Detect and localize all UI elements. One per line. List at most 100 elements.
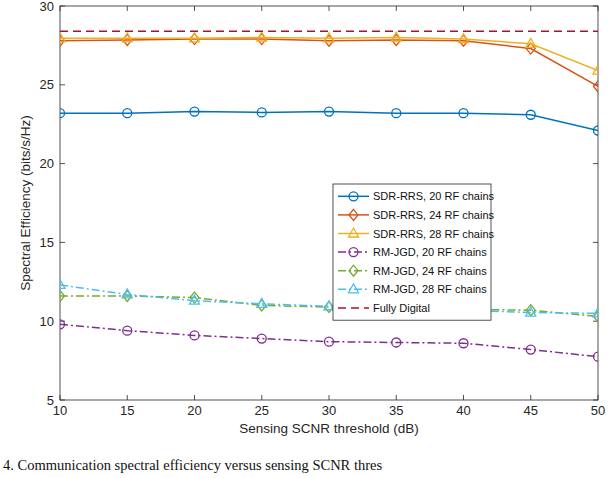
series-marker bbox=[122, 289, 132, 298]
series-marker bbox=[257, 298, 267, 307]
series-marker bbox=[60, 109, 65, 118]
y-tick-label: 25 bbox=[40, 77, 54, 92]
x-tick bbox=[127, 6, 128, 11]
series-marker bbox=[594, 126, 599, 135]
y-tick-label: 30 bbox=[40, 0, 54, 14]
x-tick bbox=[463, 395, 464, 400]
y-tick bbox=[60, 242, 65, 243]
series-marker bbox=[257, 34, 266, 45]
series-marker bbox=[325, 302, 334, 313]
x-tick bbox=[530, 6, 531, 11]
y-tick-label: 10 bbox=[40, 314, 54, 329]
x-tick bbox=[329, 6, 330, 11]
x-tick-label: 15 bbox=[120, 403, 134, 418]
x-tick bbox=[261, 6, 262, 11]
legend-marker bbox=[349, 284, 359, 293]
legend: SDR-RRS, 20 RF chains SDR-RRS, 24 RF chai… bbox=[333, 184, 495, 320]
legend-label: SDR-RRS, 24 RF chains bbox=[373, 209, 495, 221]
series-marker bbox=[391, 32, 401, 41]
legend-line bbox=[338, 289, 369, 291]
legend-line bbox=[338, 307, 369, 309]
series-marker bbox=[123, 34, 132, 45]
x-tick-label: 35 bbox=[389, 403, 403, 418]
series-marker bbox=[526, 305, 535, 316]
series-marker bbox=[190, 331, 199, 340]
series-marker bbox=[257, 108, 266, 117]
x-tick-label: 20 bbox=[187, 403, 201, 418]
series-line bbox=[60, 112, 598, 131]
y-tick-label: 15 bbox=[40, 235, 54, 250]
series-marker bbox=[60, 290, 65, 301]
legend-box bbox=[333, 184, 491, 320]
series-marker bbox=[392, 34, 401, 45]
series-line bbox=[60, 296, 598, 316]
background bbox=[0, 0, 612, 478]
legend-line bbox=[338, 214, 369, 216]
series-marker bbox=[593, 308, 598, 317]
series-marker bbox=[459, 109, 468, 118]
series-marker bbox=[257, 334, 266, 343]
y-tick bbox=[60, 84, 65, 85]
y-tick bbox=[593, 242, 598, 243]
x-tick-label: 25 bbox=[255, 403, 269, 418]
series-marker bbox=[190, 107, 199, 116]
series-marker bbox=[325, 107, 334, 116]
legend-line bbox=[338, 196, 369, 198]
series-marker bbox=[190, 34, 199, 45]
series-marker bbox=[60, 320, 65, 329]
x-tick bbox=[194, 6, 195, 11]
series-marker bbox=[459, 35, 468, 46]
series-marker bbox=[257, 32, 267, 41]
series-marker bbox=[324, 301, 334, 310]
x-tick bbox=[530, 395, 531, 400]
x-tick bbox=[396, 395, 397, 400]
x-tick-label: 10 bbox=[53, 403, 67, 418]
x-tick-label: 40 bbox=[456, 403, 470, 418]
legend-marker bbox=[349, 265, 358, 276]
series-marker bbox=[392, 109, 401, 118]
series-marker bbox=[324, 33, 334, 42]
plot-frame bbox=[60, 6, 598, 400]
series-marker bbox=[123, 326, 132, 335]
series-marker bbox=[190, 295, 200, 304]
series-marker bbox=[594, 81, 599, 92]
x-tick bbox=[463, 6, 464, 11]
legend-line bbox=[338, 270, 369, 272]
series-marker bbox=[123, 109, 132, 118]
series-marker bbox=[60, 279, 65, 288]
series-marker bbox=[190, 33, 200, 42]
plot-area bbox=[60, 31, 598, 361]
series-line bbox=[60, 285, 598, 313]
y-axis-label: Spectral Efficiency (bits/s/Hz) bbox=[18, 115, 33, 290]
series-marker bbox=[459, 34, 469, 43]
x-tick bbox=[396, 6, 397, 11]
series-marker bbox=[60, 33, 65, 42]
series-marker bbox=[593, 65, 598, 74]
x-tick bbox=[127, 395, 128, 400]
chart: 10152025303540455051015202530Sensing SCN… bbox=[0, 0, 612, 478]
x-tick bbox=[329, 395, 330, 400]
series-marker bbox=[325, 35, 334, 46]
legend-line bbox=[338, 251, 369, 253]
caption: 4. Communication spectral efficiency ver… bbox=[3, 457, 382, 473]
series-marker bbox=[257, 300, 266, 311]
y-tick-label: 5 bbox=[47, 393, 54, 408]
series-marker bbox=[123, 290, 132, 301]
legend-label: RM-JGD, 28 RF chains bbox=[373, 283, 487, 295]
legend-label: Fully Digital bbox=[373, 302, 430, 314]
legend-label: SDR-RRS, 20 RF chains bbox=[373, 190, 495, 202]
legend-label: RM-JGD, 20 RF chains bbox=[373, 246, 487, 258]
legend-label: SDR-RRS, 28 RF chains bbox=[373, 228, 495, 240]
x-axis-label: Sensing SCNR threshold (dB) bbox=[239, 421, 418, 436]
series-marker bbox=[122, 33, 132, 42]
x-tick-label: 30 bbox=[322, 403, 336, 418]
legend-marker bbox=[349, 192, 358, 201]
x-tick bbox=[261, 395, 262, 400]
series-marker bbox=[526, 307, 536, 316]
series-line bbox=[60, 324, 598, 356]
y-tick-label: 20 bbox=[40, 156, 54, 171]
x-tick-label: 50 bbox=[591, 403, 605, 418]
series-line bbox=[60, 38, 598, 71]
series-marker bbox=[526, 345, 535, 354]
y-tick bbox=[593, 163, 598, 164]
